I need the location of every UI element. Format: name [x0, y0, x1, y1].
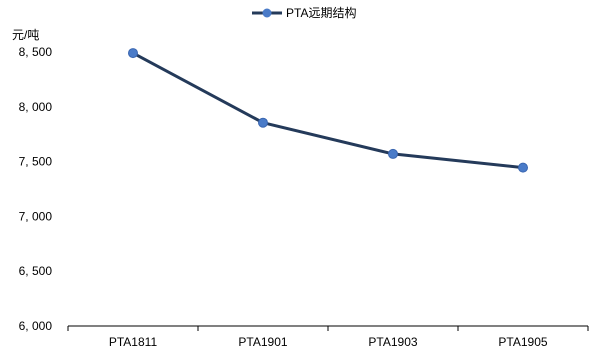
x-tick-label: PTA1901 [238, 335, 287, 349]
x-tick-label: PTA1811 [109, 335, 158, 349]
legend-marker-swatch [262, 8, 272, 18]
y-tick-label: 7, 500 [19, 155, 53, 169]
series-line [132, 51, 524, 170]
y-axis-labels: 6, 000 6, 500 7, 000 7, 500 8, 000 8, 500 [19, 45, 53, 333]
data-point [518, 162, 528, 173]
y-tick-label: 8, 000 [19, 100, 53, 114]
series-points [128, 48, 528, 173]
x-axis-labels: PTA1811 PTA1901 PTA1903 PTA1905 [109, 335, 548, 349]
x-tick-label: PTA1903 [368, 335, 417, 349]
x-tick-label: PTA1905 [498, 335, 547, 349]
legend: PTA远期结构 [252, 5, 356, 20]
data-point [128, 48, 138, 59]
y-tick-label: 8, 500 [19, 45, 53, 59]
y-axis-unit-label: 元/吨 [12, 28, 39, 42]
x-axis-ticks [67, 326, 589, 331]
data-point [388, 148, 398, 159]
data-point [258, 117, 268, 128]
legend-label: PTA远期结构 [286, 5, 356, 20]
y-tick-label: 6, 000 [19, 319, 53, 333]
y-tick-label: 7, 000 [19, 209, 53, 223]
y-tick-label: 6, 500 [19, 264, 53, 278]
